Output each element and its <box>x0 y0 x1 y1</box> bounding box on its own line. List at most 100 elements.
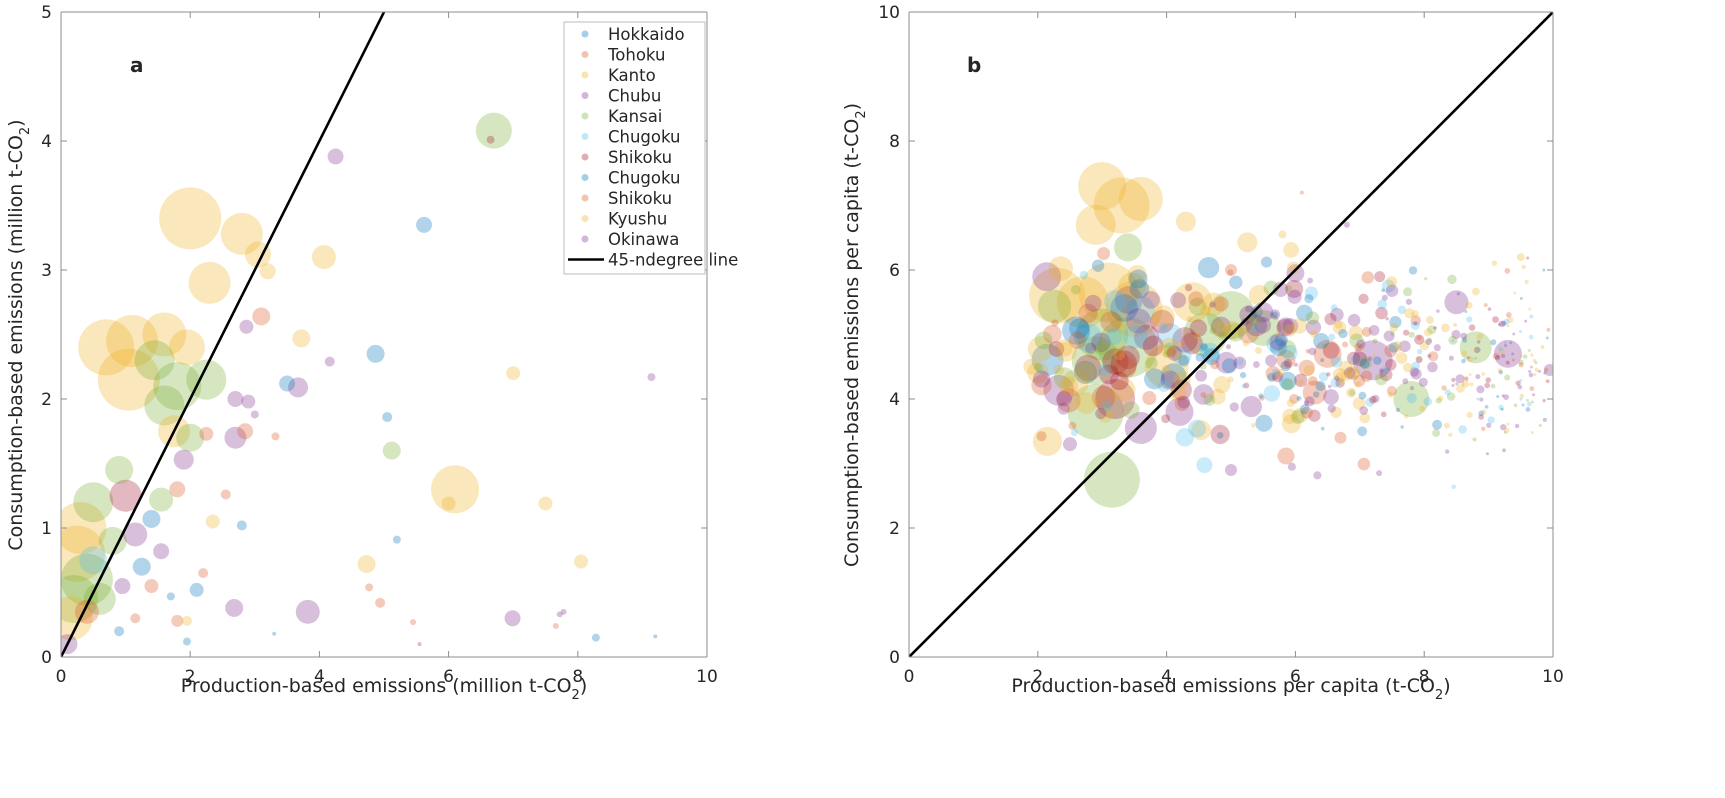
panel-b-point <box>1160 370 1180 390</box>
panel-b-point <box>1502 448 1507 453</box>
panel-b-point <box>1250 305 1263 318</box>
panel-b-point <box>1474 356 1478 360</box>
panel-a-point <box>61 525 106 582</box>
panel-b-point <box>1481 409 1487 415</box>
panel-b-point <box>1252 361 1260 368</box>
panel-b-point <box>1383 330 1395 342</box>
panel-b-point <box>1210 424 1230 445</box>
panel-a-point <box>198 568 209 579</box>
panel-b-point <box>1506 422 1510 426</box>
panel-b-point <box>1106 280 1163 337</box>
panel-b-point <box>1322 342 1340 359</box>
panel-b-point <box>1395 351 1408 364</box>
panel-b-point <box>1104 289 1127 313</box>
panel-b-point <box>1417 348 1423 355</box>
panel-b-point <box>1481 426 1486 432</box>
panel-b-point <box>1487 307 1492 311</box>
panel-b-point <box>1142 291 1160 309</box>
panel-b-point <box>1433 344 1441 352</box>
panel-b-point <box>1519 397 1523 401</box>
panel-b-point <box>1292 318 1308 334</box>
panel-b-point <box>1308 347 1317 356</box>
panel-b-point <box>1529 365 1533 369</box>
panel-a-point <box>181 615 192 626</box>
panel-b-point <box>1380 411 1387 418</box>
panel-b-point <box>1328 333 1336 341</box>
panel-b-point <box>1309 329 1318 338</box>
panel-a-ytick-label: 2 <box>41 390 52 410</box>
panel-b-point <box>1078 162 1127 211</box>
panel-b-point <box>1350 354 1362 365</box>
panel-b-point <box>1542 268 1546 272</box>
panel-b-point <box>1381 365 1390 375</box>
panel-b-point <box>1068 421 1077 430</box>
panel-b-point <box>1330 356 1343 368</box>
panel-a-point <box>504 610 521 627</box>
panel-b-point <box>1456 292 1460 296</box>
panel-b-point <box>1094 341 1108 355</box>
panel-b-point <box>1428 351 1439 362</box>
panel-b-point <box>1073 323 1103 352</box>
panel-b-point <box>1239 305 1257 324</box>
panel-b-point <box>1402 378 1409 385</box>
panel-b-point <box>1381 288 1385 293</box>
panel-a-point <box>97 348 160 411</box>
panel-b-point <box>1387 391 1394 398</box>
panel-b-point <box>1334 375 1340 381</box>
panel-b-point <box>1294 373 1308 388</box>
panel-b-point <box>1526 256 1530 260</box>
panel-b-point <box>1188 297 1207 316</box>
panel-a-point <box>186 359 227 400</box>
panel-a-point <box>61 502 107 554</box>
panel-b-point <box>1427 361 1438 373</box>
panel-b-point <box>1308 409 1321 422</box>
panel-b-point <box>1346 387 1357 398</box>
panel-b-point <box>1084 294 1102 312</box>
panel-b-point <box>1032 370 1051 388</box>
panel-b-point <box>1269 339 1288 357</box>
panel-b-point <box>1215 351 1238 374</box>
panel-b-point <box>1068 331 1087 350</box>
panel-b-point <box>1506 324 1510 328</box>
panel-b-point <box>1271 311 1279 319</box>
panel-a-point <box>132 557 151 576</box>
panel-a-45-degree-line <box>61 12 386 657</box>
panel-b-point <box>1175 428 1194 447</box>
panel-a-ytick-label: 4 <box>41 132 52 152</box>
panel-b-point <box>1334 431 1347 444</box>
panel-b-point <box>1283 242 1299 258</box>
panel-b-point <box>1388 342 1400 353</box>
panel-b-point <box>1543 363 1553 376</box>
panel-b-point <box>1056 276 1109 329</box>
panel-a-point <box>78 319 135 376</box>
panel-b-point <box>1427 353 1432 359</box>
panel-b-point <box>1126 295 1155 324</box>
panel-b-point <box>1503 341 1507 345</box>
panel-b-point <box>1521 403 1525 407</box>
panel-b-point <box>1393 341 1402 350</box>
panel-b-point <box>1472 437 1477 442</box>
panel-b-point <box>1330 307 1344 322</box>
panel-b-point <box>1304 286 1318 300</box>
panel-b-point <box>1492 353 1499 360</box>
panel-b-point <box>1361 346 1365 351</box>
panel-b-point <box>1466 356 1470 360</box>
panel-b-point <box>1221 358 1237 374</box>
panel-b-point <box>1375 372 1388 386</box>
panel-b-point <box>1300 406 1313 419</box>
panel-b-point <box>1372 356 1382 365</box>
panel-a-legend: HokkaidoTohokuKantoChubuKansaiChugokuShi… <box>563 21 738 275</box>
panel-b-point <box>1123 324 1148 349</box>
panel-b-xtick-label: 10 <box>1542 667 1564 687</box>
panel-b-point <box>1320 358 1325 363</box>
panel-b-point <box>1436 309 1440 313</box>
panel-b-point <box>1260 256 1273 268</box>
panel-b-point <box>1496 395 1500 399</box>
panel-b-point <box>1277 447 1295 465</box>
panel-b-point <box>1425 338 1432 345</box>
panel-a-point <box>357 555 376 574</box>
panel-a-point <box>382 412 393 423</box>
legend-marker <box>581 153 589 161</box>
panel-b-point <box>1352 397 1366 410</box>
panel-b-point <box>1229 275 1243 290</box>
